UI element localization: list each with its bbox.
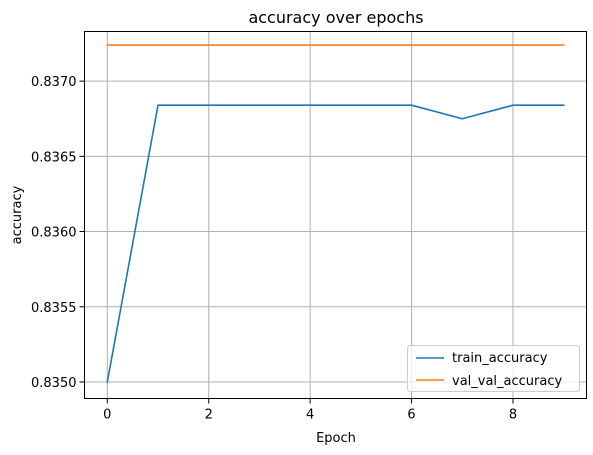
x-tick-label: 2 [205,408,213,423]
legend-box [407,345,580,392]
y-tick-label: 0.8360 [31,226,77,241]
series-line-train-accuracy [106,104,565,383]
series-lines [106,44,565,383]
legend-label-train: train_accuracy [452,351,548,366]
y-tick-label: 0.8355 [31,301,77,316]
axis-ticks: 0 2 4 6 8 0.8350 0.8355 0.8360 0.8365 0.8370 [31,75,517,422]
legend-label-val: val_val_accuracy [452,374,563,389]
chart-title: accuracy over epochs [248,8,423,27]
legend: train_accuracy val_val_accuracy [407,345,580,392]
y-tick-label: 0.8365 [31,150,77,165]
y-tick-label: 0.8370 [31,75,77,90]
y-tick-label: 0.8350 [31,376,77,391]
x-axis-label: Epoch [316,431,356,446]
x-tick-label: 6 [407,408,415,423]
plot-frame [84,31,587,399]
y-axis-label: accuracy [10,185,25,244]
grid [84,31,587,399]
x-tick-label: 8 [509,408,517,423]
x-tick-label: 0 [103,408,111,423]
x-tick-label: 4 [306,408,314,423]
